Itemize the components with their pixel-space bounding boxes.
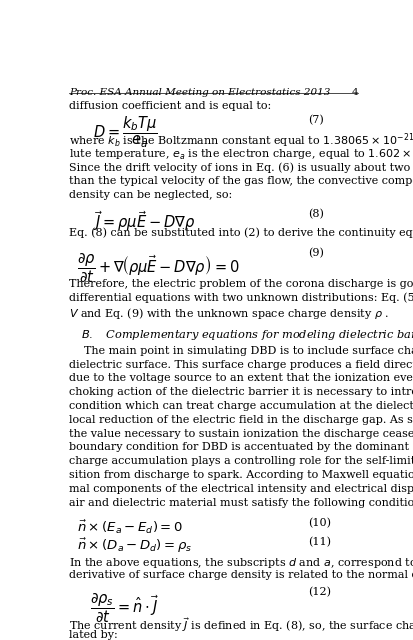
Text: $B.$   Complementary equations for modeling dielectric barrier discharge: $B.$ Complementary equations for modelin…	[81, 328, 413, 342]
Text: (11): (11)	[308, 537, 331, 547]
Text: the value necessary to sustain ionization the discharge ceases. The critical int: the value necessary to sustain ionizatio…	[69, 429, 413, 438]
Text: differential equations with two unknown distributions: Eq. (5) with the unknown : differential equations with two unknown …	[69, 292, 413, 303]
Text: $\vec{n}\times\left(D_a - D_d\right) = \rho_s$: $\vec{n}\times\left(D_a - D_d\right) = \…	[77, 537, 192, 556]
Text: diffusion coefficient and is equal to:: diffusion coefficient and is equal to:	[69, 101, 271, 111]
Text: Therefore, the electric problem of the corona discharge is governed by a set of : Therefore, the electric problem of the c…	[69, 279, 413, 289]
Text: than the typical velocity of the gas flow, the convective component in the ionic: than the typical velocity of the gas flo…	[69, 176, 413, 186]
Text: condition which can treat charge accumulation at the dielectric surface and the : condition which can treat charge accumul…	[69, 401, 413, 411]
Text: $\dfrac{\partial\rho_s}{\partial t} = \hat{n}\cdot\vec{J}$: $\dfrac{\partial\rho_s}{\partial t} = \h…	[90, 591, 159, 625]
Text: boundary condition for DBD is accentuated by the dominant electrical field. The : boundary condition for DBD is accentuate…	[69, 442, 413, 452]
Text: Since the drift velocity of ions in Eq. (6) is usually about two orders of magni: Since the drift velocity of ions in Eq. …	[69, 162, 413, 173]
Text: (7): (7)	[308, 115, 323, 125]
Text: (10): (10)	[308, 518, 331, 529]
Text: (12): (12)	[308, 588, 331, 598]
Text: $V$ and Eq. (9) with the unknown space charge density $\rho$ .: $V$ and Eq. (9) with the unknown space c…	[69, 307, 389, 321]
Text: air and dielectric material must satisfy the following conditions [12]:: air and dielectric material must satisfy…	[69, 498, 413, 508]
Text: mal components of the electrical intensity and electrical displacement at the in: mal components of the electrical intensi…	[69, 484, 413, 494]
Text: $D = \dfrac{k_b T\mu}{e_a}$: $D = \dfrac{k_b T\mu}{e_a}$	[93, 115, 158, 150]
Text: $\dfrac{\partial\rho}{\partial t} + \nabla\!\left(\rho\mu\vec{E} - D\nabla\rho\r: $\dfrac{\partial\rho}{\partial t} + \nab…	[77, 252, 240, 285]
Text: Eq. (8) can be substituted into (2) to derive the continuity equation,: Eq. (8) can be substituted into (2) to d…	[69, 227, 413, 237]
Text: $\vec{J} = \rho\mu\vec{E} - D\nabla\rho$: $\vec{J} = \rho\mu\vec{E} - D\nabla\rho$	[93, 209, 196, 233]
Text: due to the voltage source to an extent that the ionization eventually stops. To : due to the voltage source to an extent t…	[69, 374, 413, 383]
Text: (9): (9)	[308, 248, 323, 258]
Text: $\vec{n}\times\left(E_a - E_d\right) = 0$: $\vec{n}\times\left(E_a - E_d\right) = 0…	[77, 518, 183, 536]
Text: density can be neglected, so:: density can be neglected, so:	[69, 189, 232, 200]
Text: The main point in simulating DBD is to include surface charge accumulation on th: The main point in simulating DBD is to i…	[83, 346, 413, 356]
Text: lute temperature, $e_a$ is the electron charge, equal to $1.602\times10^{-19}$ (: lute temperature, $e_a$ is the electron …	[69, 144, 413, 163]
Text: The current density $\vec{J}$ is defined in Eq. (8), so, the surface charge accu: The current density $\vec{J}$ is defined…	[69, 616, 413, 634]
Text: choking action of the dielectric barrier it is necessary to introduce an additio: choking action of the dielectric barrier…	[69, 387, 413, 397]
Text: derivative of surface charge density is related to the normal current density:: derivative of surface charge density is …	[69, 570, 413, 580]
Text: local reduction of the electric field in the discharge gap. As soon as the field: local reduction of the electric field in…	[69, 415, 413, 425]
Text: lated by:: lated by:	[69, 630, 118, 640]
Text: Proc. ESA Annual Meeting on Electrostatics 2013: Proc. ESA Annual Meeting on Electrostati…	[69, 88, 330, 97]
Text: dielectric surface. This surface charge produces a field directed against the el: dielectric surface. This surface charge …	[69, 360, 413, 370]
Text: where $k_b$ is the Boltzmann constant equal to $1.38065\times10^{-21}\left(m^2k_: where $k_b$ is the Boltzmann constant eq…	[69, 131, 413, 152]
Text: (8): (8)	[308, 209, 323, 220]
Text: In the above equations, the subscripts $d$ and $a$, correspond to dielectric or : In the above equations, the subscripts $…	[69, 556, 413, 570]
Text: sition from discharge to spark. According to Maxwell equations, the tangential a: sition from discharge to spark. Accordin…	[69, 470, 413, 480]
Text: 4: 4	[351, 88, 357, 97]
Text: charge accumulation plays a controlling role for the self-limiting feature of DB: charge accumulation plays a controlling …	[69, 456, 413, 467]
